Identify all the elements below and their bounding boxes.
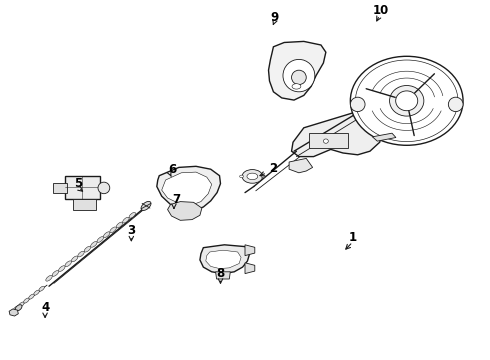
Ellipse shape xyxy=(247,173,258,180)
Ellipse shape xyxy=(350,56,463,145)
Ellipse shape xyxy=(97,237,103,242)
Ellipse shape xyxy=(323,139,328,143)
Ellipse shape xyxy=(59,266,65,271)
Ellipse shape xyxy=(13,306,19,311)
Ellipse shape xyxy=(240,175,244,177)
Ellipse shape xyxy=(292,84,301,89)
Ellipse shape xyxy=(15,305,22,311)
Bar xyxy=(53,183,67,193)
Text: 3: 3 xyxy=(127,224,135,237)
Ellipse shape xyxy=(52,271,59,276)
Ellipse shape xyxy=(103,232,110,238)
Ellipse shape xyxy=(292,70,306,85)
Ellipse shape xyxy=(110,227,116,233)
Ellipse shape xyxy=(34,290,39,295)
Ellipse shape xyxy=(72,256,78,262)
Bar xyxy=(73,199,96,210)
Ellipse shape xyxy=(283,59,315,92)
Text: 7: 7 xyxy=(172,193,180,206)
Ellipse shape xyxy=(141,201,151,211)
Ellipse shape xyxy=(91,242,97,247)
Text: 9: 9 xyxy=(270,11,278,24)
Ellipse shape xyxy=(350,97,365,112)
Bar xyxy=(309,133,348,148)
Polygon shape xyxy=(245,245,255,256)
Ellipse shape xyxy=(390,85,424,116)
Bar xyxy=(65,176,100,199)
Polygon shape xyxy=(157,166,220,211)
Ellipse shape xyxy=(19,302,24,307)
Polygon shape xyxy=(372,133,396,141)
Text: 5: 5 xyxy=(74,177,82,190)
Ellipse shape xyxy=(39,286,45,291)
Ellipse shape xyxy=(28,294,34,299)
Ellipse shape xyxy=(355,60,458,141)
Ellipse shape xyxy=(65,261,72,267)
Text: 10: 10 xyxy=(373,4,390,17)
Ellipse shape xyxy=(261,175,265,177)
Ellipse shape xyxy=(116,222,122,228)
Polygon shape xyxy=(245,263,255,274)
Text: 4: 4 xyxy=(41,301,49,314)
Ellipse shape xyxy=(84,246,91,252)
Polygon shape xyxy=(162,172,212,205)
Text: 1: 1 xyxy=(349,231,357,244)
Polygon shape xyxy=(9,309,18,316)
Polygon shape xyxy=(168,202,202,220)
Ellipse shape xyxy=(122,217,129,223)
Ellipse shape xyxy=(24,298,29,303)
Polygon shape xyxy=(292,106,385,157)
Text: 8: 8 xyxy=(217,267,224,280)
Ellipse shape xyxy=(98,182,110,194)
Polygon shape xyxy=(200,245,250,274)
Ellipse shape xyxy=(129,212,136,218)
Ellipse shape xyxy=(46,275,52,281)
Ellipse shape xyxy=(242,170,263,183)
Polygon shape xyxy=(206,250,241,269)
Polygon shape xyxy=(269,41,326,100)
Ellipse shape xyxy=(396,91,418,111)
Ellipse shape xyxy=(78,251,84,257)
Text: 6: 6 xyxy=(169,163,176,176)
Ellipse shape xyxy=(448,97,463,112)
Text: 2: 2 xyxy=(270,162,277,175)
Polygon shape xyxy=(289,158,313,173)
Polygon shape xyxy=(216,272,230,279)
